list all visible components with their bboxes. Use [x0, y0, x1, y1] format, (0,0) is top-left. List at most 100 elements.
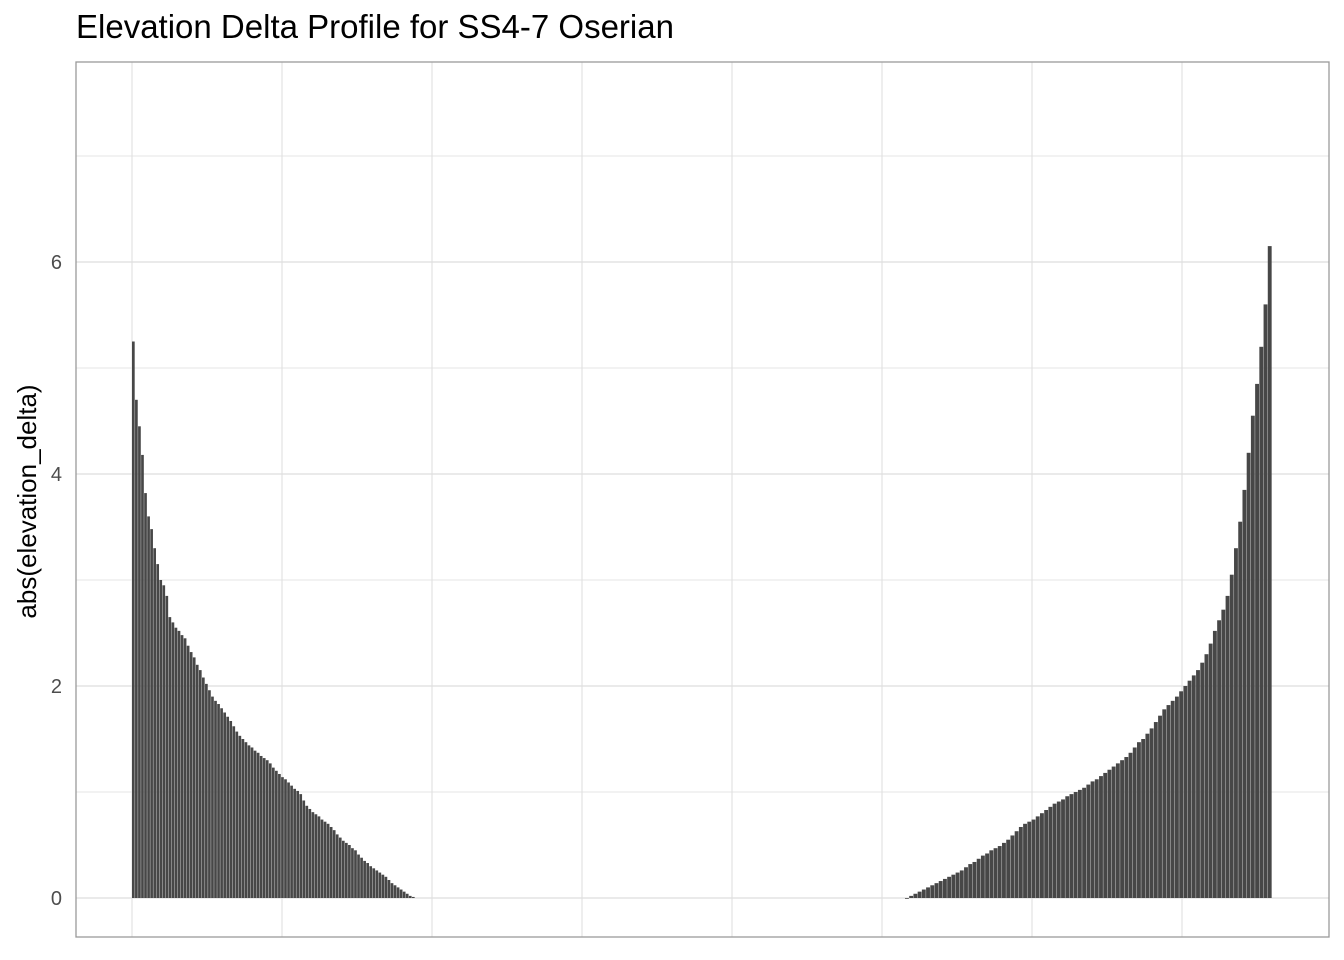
bar	[1039, 813, 1044, 898]
bar	[1263, 304, 1268, 898]
bar	[211, 696, 214, 898]
bar	[1196, 670, 1200, 898]
bar	[360, 857, 363, 898]
bar	[284, 779, 287, 898]
bar	[232, 726, 236, 898]
bar	[1246, 452, 1251, 898]
bar	[1061, 799, 1065, 898]
bar	[296, 790, 300, 898]
bar	[1238, 521, 1243, 898]
panel-border	[75, 61, 1330, 938]
bar	[323, 821, 327, 898]
bar	[278, 773, 281, 898]
bar	[235, 731, 239, 898]
bar	[192, 657, 196, 898]
bar	[947, 876, 952, 898]
bars-layer	[132, 246, 1272, 899]
bar	[332, 830, 336, 898]
bar	[177, 630, 181, 898]
bar	[317, 816, 321, 898]
bar	[942, 878, 947, 898]
bar	[174, 627, 178, 898]
bar	[265, 760, 269, 898]
bar	[980, 855, 985, 898]
bar	[1132, 747, 1137, 898]
bar	[345, 842, 348, 898]
bar	[281, 777, 284, 898]
bar	[955, 872, 960, 898]
bar	[205, 683, 208, 898]
bar	[1225, 595, 1230, 898]
bar	[1099, 776, 1103, 898]
bar	[411, 896, 415, 898]
bar	[1065, 796, 1070, 898]
bar	[1179, 691, 1184, 898]
bar	[1014, 831, 1019, 898]
bar	[189, 652, 193, 898]
bar	[1158, 715, 1162, 898]
bar	[1103, 772, 1108, 898]
bar	[302, 800, 306, 898]
bar	[1056, 801, 1061, 898]
bar	[1145, 733, 1150, 898]
bar	[1149, 728, 1154, 898]
bar	[159, 580, 163, 898]
bar	[314, 814, 318, 898]
bar	[989, 850, 994, 898]
bar	[223, 712, 226, 898]
bar	[357, 854, 360, 898]
bar	[369, 866, 373, 898]
bar	[268, 763, 272, 898]
bar	[135, 399, 138, 898]
bar	[293, 788, 296, 898]
bar	[229, 720, 233, 898]
bar	[335, 834, 339, 898]
bar	[132, 341, 135, 898]
bar	[253, 750, 257, 898]
bar	[198, 670, 202, 898]
bar	[1255, 383, 1259, 898]
bar	[311, 812, 315, 898]
bar	[1027, 821, 1032, 898]
bar	[384, 876, 388, 898]
bar	[1077, 789, 1082, 898]
bar	[1162, 709, 1167, 898]
bar	[909, 895, 914, 898]
bar	[1229, 574, 1234, 898]
bar	[1010, 835, 1015, 898]
bar	[338, 837, 342, 898]
bar	[1120, 760, 1125, 898]
bar	[275, 770, 278, 898]
bar	[402, 891, 406, 898]
bar	[1183, 686, 1188, 898]
y-tick-label: 0	[51, 888, 62, 910]
bar	[976, 858, 981, 898]
bar	[1048, 806, 1053, 898]
bar	[1086, 784, 1091, 898]
bar	[354, 850, 357, 898]
bar	[921, 889, 926, 898]
bar	[985, 853, 990, 898]
bar	[1082, 787, 1087, 898]
bar	[366, 863, 369, 898]
bar	[1153, 722, 1158, 898]
y-tick-label: 4	[51, 464, 62, 486]
bar	[1187, 680, 1192, 898]
bar	[144, 493, 147, 898]
y-axis-ticks: 0 2 4 6	[51, 252, 62, 910]
bar	[171, 622, 175, 898]
bar	[217, 704, 220, 898]
bar	[208, 690, 211, 898]
bar	[381, 874, 385, 898]
bar	[341, 840, 345, 898]
bar	[241, 739, 245, 898]
bar	[259, 755, 263, 898]
bar	[183, 638, 187, 898]
bar	[1200, 662, 1205, 898]
bar	[372, 868, 376, 898]
bar	[363, 860, 366, 898]
bar	[1069, 794, 1074, 898]
bar	[308, 808, 312, 898]
bar	[329, 826, 333, 898]
